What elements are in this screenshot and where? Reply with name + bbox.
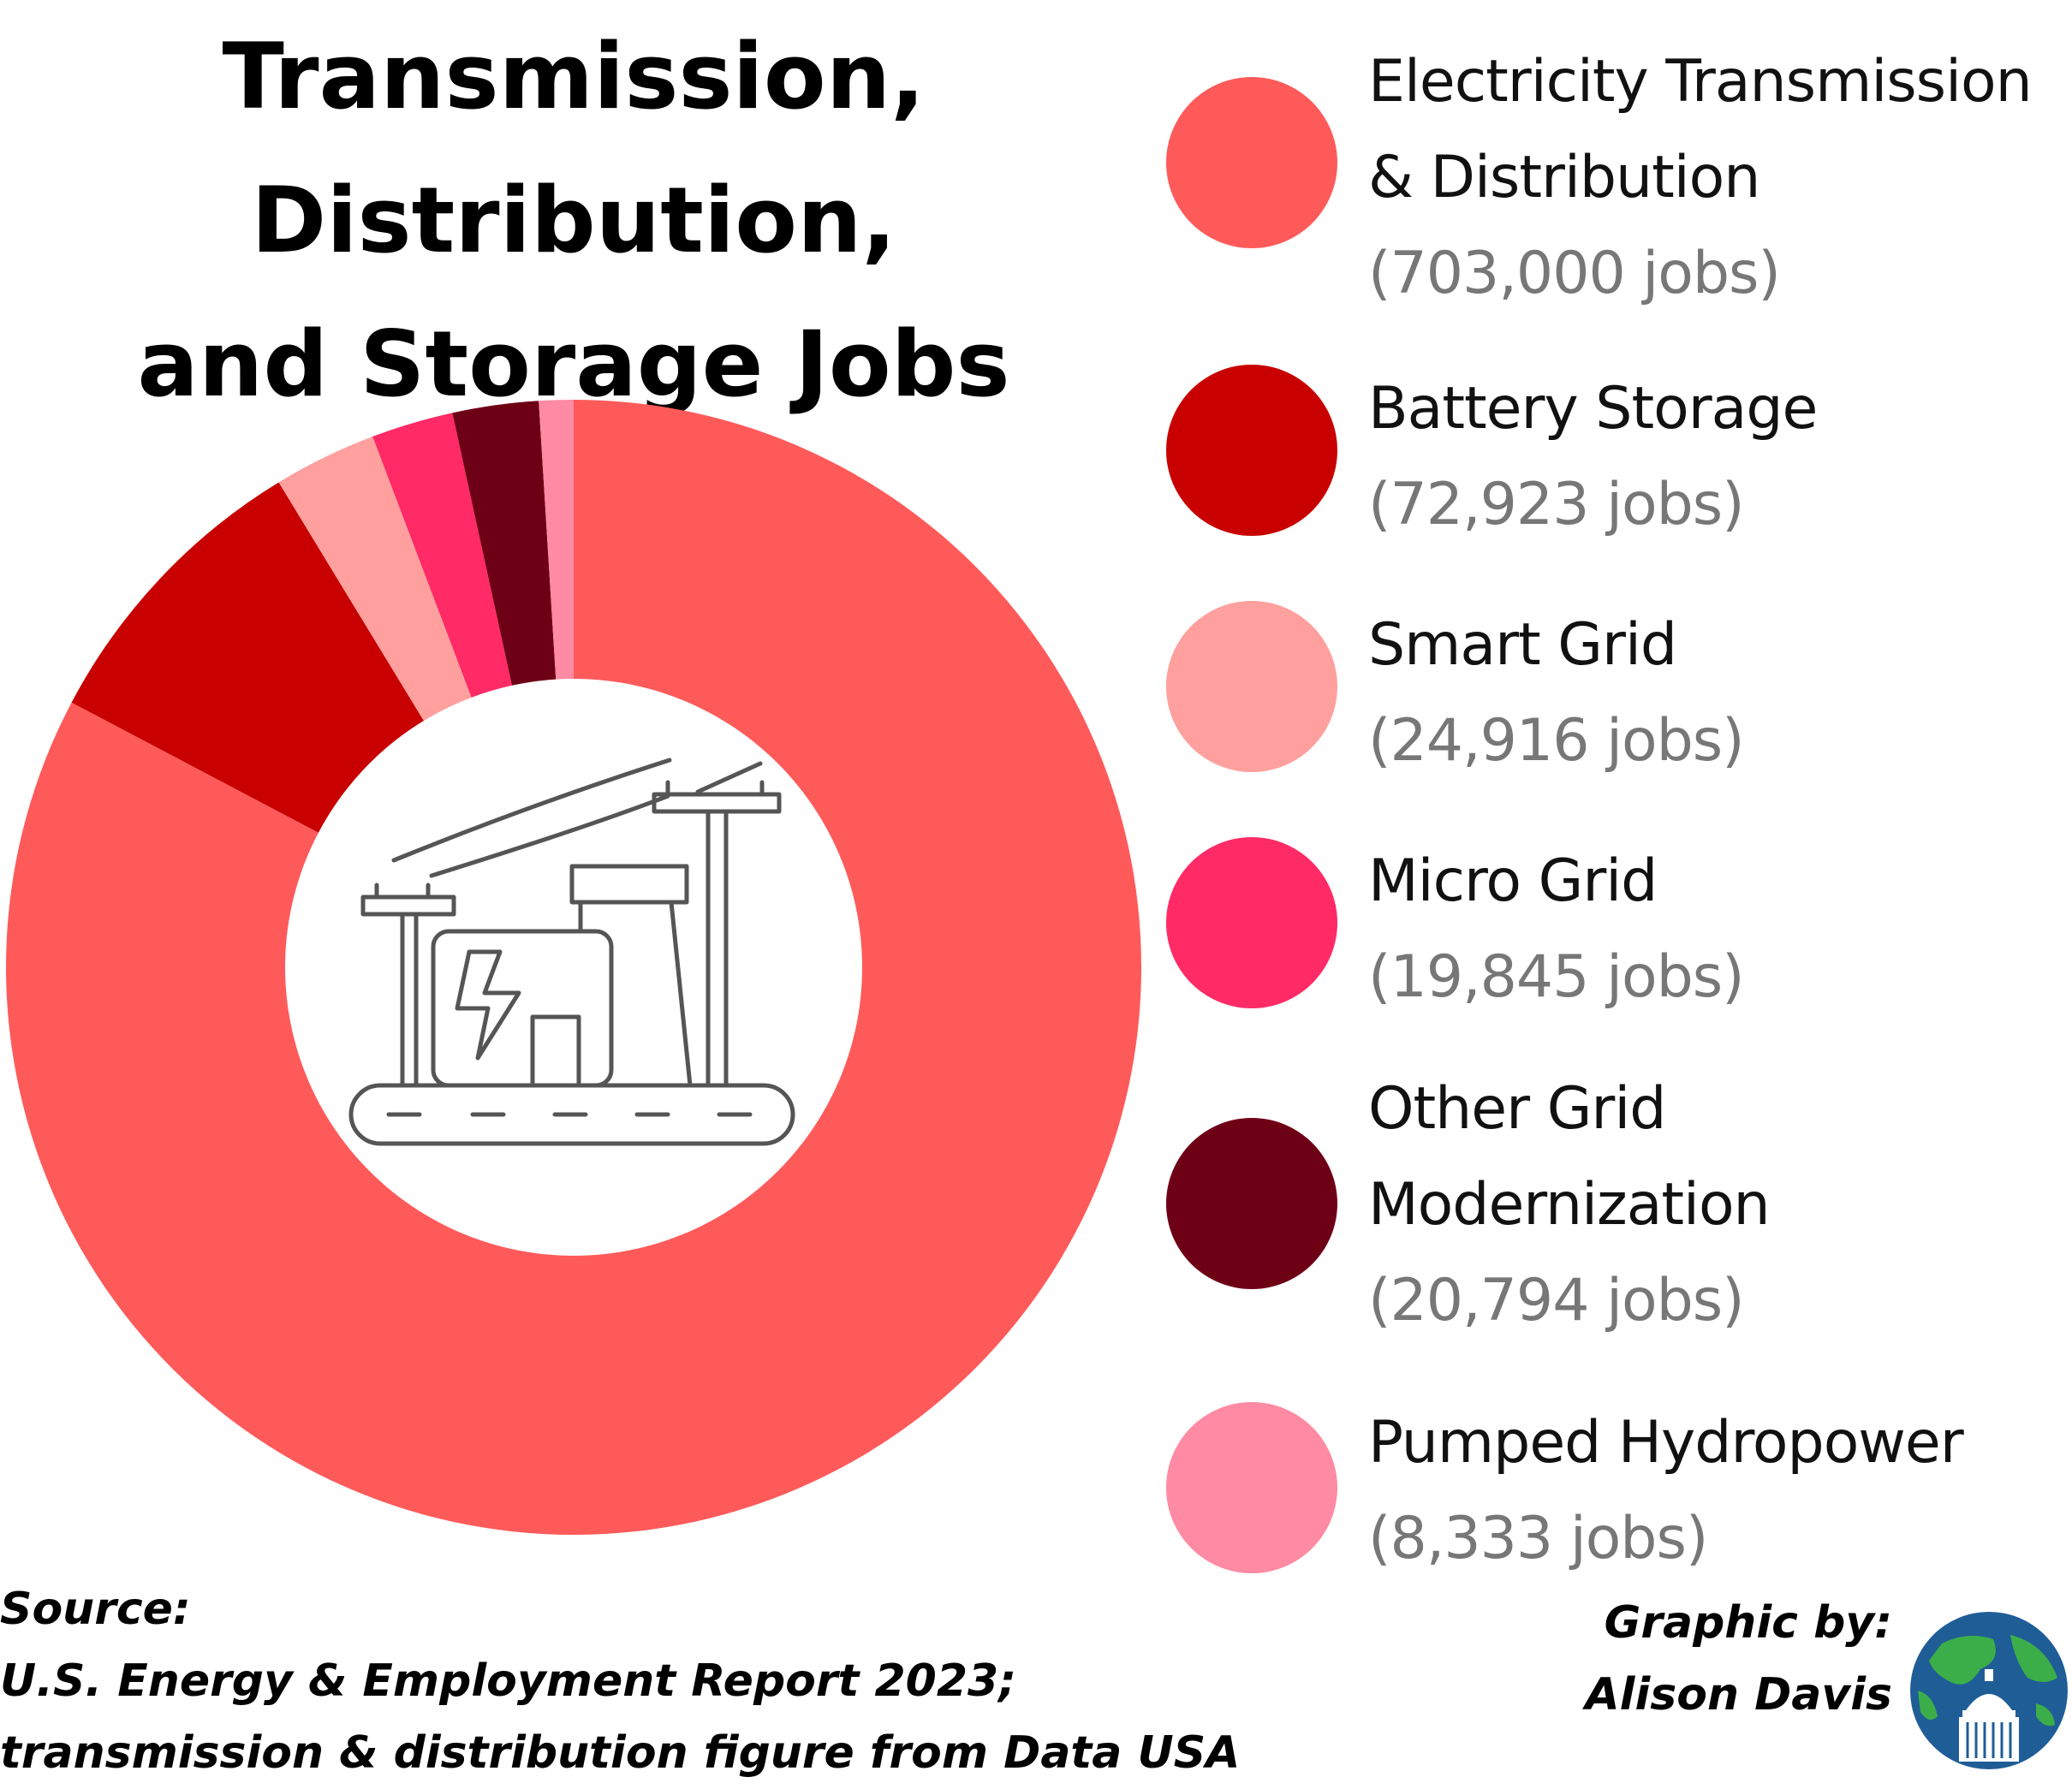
legend-swatch xyxy=(1166,77,1337,248)
donut-slice-0 xyxy=(5,400,1141,1536)
legend-label: & Distribution xyxy=(1368,144,1760,211)
credit-label: Graphic by: xyxy=(1604,1597,1892,1649)
chart-title-line-3: and Storage Jobs xyxy=(137,312,1010,417)
donut-slices xyxy=(5,400,1141,1536)
credit-note: Graphic by: Alison Davis xyxy=(1585,1587,1892,1731)
legend-label: Battery Storage xyxy=(1368,375,1818,443)
legend-count: (24,916 jobs) xyxy=(1368,707,1745,775)
legend-count: (703,000 jobs) xyxy=(1368,240,1781,307)
source-note: Source: U.S. Energy & Employment Report … xyxy=(0,1573,1284,1789)
legend-swatch xyxy=(1166,1118,1337,1289)
legend-swatch xyxy=(1166,601,1337,772)
legend-label: Smart Grid xyxy=(1368,611,1677,679)
donut-slice-3 xyxy=(372,413,512,698)
legend-label: Other Grid xyxy=(1368,1075,1666,1143)
source-line-2: transmission & distribution figure from … xyxy=(0,1727,1241,1779)
donut-chart xyxy=(5,400,1141,1536)
legend-swatch xyxy=(1166,365,1337,536)
legend-label: Electricity Transmission xyxy=(1368,48,2033,116)
donut-slice-5 xyxy=(539,400,574,680)
chart-title: Transmission, Distribution, and Storage … xyxy=(17,5,1130,437)
donut-slice-2 xyxy=(278,436,472,722)
legend-label: Pumped Hydropower xyxy=(1368,1409,1964,1477)
chart-title-line-2: Distribution, xyxy=(251,168,896,273)
globe-capitol-logo-icon xyxy=(1910,1612,2068,1769)
source-label: Source: xyxy=(0,1584,191,1635)
chart-title-line-1: Transmission, xyxy=(222,24,926,129)
legend-count: (20,794 jobs) xyxy=(1368,1267,1745,1334)
legend-swatch xyxy=(1166,837,1337,1008)
power-substation-icon xyxy=(348,758,795,1146)
donut-slice-1 xyxy=(71,482,424,833)
legend-swatch xyxy=(1166,1402,1337,1573)
legend-count: (8,333 jobs) xyxy=(1368,1505,1708,1572)
donut-slice-4 xyxy=(452,401,557,686)
legend-count: (72,923 jobs) xyxy=(1368,471,1745,538)
legend-count: (19,845 jobs) xyxy=(1368,943,1745,1011)
credit-author: Alison Davis xyxy=(1585,1669,1892,1721)
source-line-1: U.S. Energy & Employment Report 2023; xyxy=(0,1655,1017,1707)
legend-label: Micro Grid xyxy=(1368,847,1658,915)
legend-label: Modernization xyxy=(1368,1171,1771,1239)
